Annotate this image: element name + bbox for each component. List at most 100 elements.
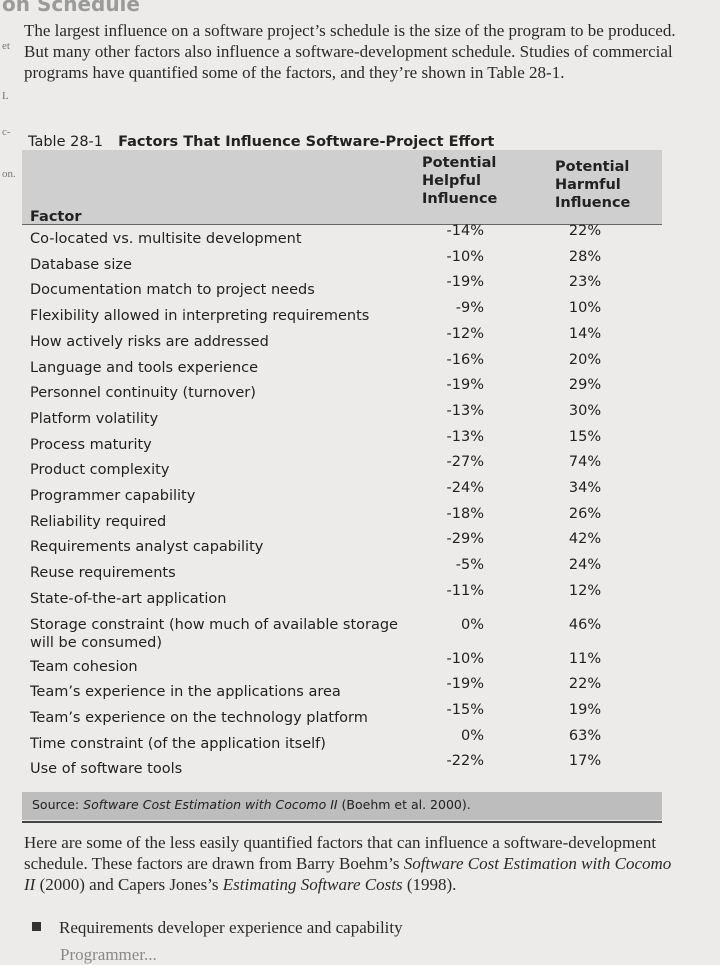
factor-cell: Personnel continuity (turnover)	[30, 385, 256, 402]
table-row: Flexibility allowed in interpreting requ…	[30, 300, 630, 329]
body-paragraph: Here are some of the less easily quantif…	[24, 832, 684, 895]
helpful-cell: -19%	[446, 377, 484, 394]
table-row: Personnel continuity (turnover) -19% 29%	[30, 377, 630, 406]
helpful-cell: -11%	[446, 582, 484, 599]
body-text-run: Here are some of the less easily quantif…	[24, 833, 657, 873]
harmful-cell: 15%	[568, 428, 602, 445]
helpful-cell: -22%	[446, 753, 484, 770]
bullet-item-partial: Programmer...	[60, 945, 157, 964]
table-row: Reuse requirements -5% 24%	[30, 557, 630, 586]
table-row: Reliability required -18% 26%	[30, 506, 630, 535]
helpful-cell: -18%	[446, 505, 484, 522]
source-title: Software Cost Estimation with Cocomo II	[83, 797, 338, 812]
body-text-run: (2000) and Capers Jones’s	[35, 875, 223, 894]
header-helpful: Potential Helpful Influence	[422, 154, 497, 208]
harmful-cell: 30%	[568, 402, 602, 419]
harmful-cell: 19%	[568, 701, 602, 718]
header-factor: Factor	[30, 209, 82, 225]
harmful-cell: 14%	[568, 325, 602, 342]
table-caption: Table 28-1 Factors That Influence Softwa…	[28, 134, 494, 150]
helpful-cell: -14%	[446, 223, 484, 239]
factor-cell: Product complexity	[30, 462, 170, 479]
margin-note: et	[2, 40, 10, 52]
factor-cell: Database size	[30, 256, 132, 273]
body-text-italic: Software Cost Estimation with Cocomo II	[24, 854, 672, 894]
helpful-cell: -27%	[446, 454, 484, 471]
helpful-cell: -9%	[455, 300, 484, 317]
table-row: Team’s experience on the technology plat…	[30, 702, 630, 731]
table-row: Team cohesion -10% 11%	[30, 651, 630, 680]
margin-note: c-	[2, 126, 11, 138]
helpful-cell: -19%	[446, 274, 484, 291]
helpful-cell: -10%	[446, 248, 484, 265]
helpful-cell: -10%	[446, 650, 484, 667]
table-row: Product complexity -27% 74%	[30, 454, 630, 483]
factor-cell: Reliability required	[30, 513, 167, 530]
harmful-cell: 34%	[568, 480, 602, 496]
helpful-cell: -15%	[446, 701, 484, 718]
harmful-cell: 74%	[568, 454, 602, 471]
helpful-cell: -19%	[446, 676, 484, 693]
table-row: Programmer capability -24% 34%	[30, 480, 630, 509]
factor-cell: State-of-the-art application	[30, 590, 227, 607]
factor-cell: Team’s experience in the applications ar…	[30, 684, 341, 701]
table-row: Team’s experience in the applications ar…	[30, 676, 630, 705]
table-row: Time constraint (of the application itse…	[30, 728, 630, 757]
source-rest: (Boehm et al. 2000).	[337, 797, 471, 812]
helpful-cell: -13%	[446, 402, 484, 419]
table-row: Process maturity -13% 15%	[30, 429, 630, 458]
header-helpful-line: Potential	[422, 155, 497, 171]
table-number: Table 28-1	[28, 134, 104, 150]
harmful-cell: 23%	[568, 274, 602, 291]
factor-cell: Requirements analyst capability	[30, 539, 264, 556]
factor-cell: Team cohesion	[30, 658, 138, 675]
helpful-cell: -5%	[455, 557, 484, 574]
factor-cell: Process maturity	[30, 436, 152, 453]
bullet-text: Requirements developer experience and ca…	[59, 918, 403, 937]
harmful-cell: 46%	[568, 616, 602, 633]
helpful-cell: -12%	[446, 325, 484, 342]
margin-note: L	[2, 90, 9, 102]
table-bottom-rule	[22, 821, 662, 823]
header-harmful-line: Potential	[555, 159, 630, 175]
harmful-cell: 28%	[568, 248, 602, 265]
table-row: Database size -10% 28%	[30, 249, 630, 278]
header-harmful: Potential Harmful Influence	[555, 158, 630, 212]
helpful-cell: -24%	[446, 480, 484, 496]
table-header	[22, 150, 662, 224]
table-title: Factors That Influence Software-Project …	[118, 134, 495, 150]
table-source: Source: Software Cost Estimation with Co…	[22, 792, 662, 820]
helpful-cell: 0%	[460, 616, 484, 633]
running-head: on Schedule	[2, 0, 140, 16]
factor-cell: Storage constraint (how much of availabl…	[30, 616, 398, 651]
harmful-cell: 22%	[568, 676, 602, 693]
harmful-cell: 29%	[568, 377, 602, 394]
table-row: Documentation match to project needs -19%…	[30, 274, 630, 303]
table-row: Co-located vs. multisite development -14%…	[30, 223, 630, 252]
bullet-square-icon	[32, 922, 41, 931]
factor-cell: Programmer capability	[30, 488, 196, 504]
body-text-italic: Estimating Software Costs	[222, 875, 403, 894]
table-row: Storage constraint (how much of availabl…	[30, 612, 630, 654]
harmful-cell: 20%	[568, 351, 602, 368]
factor-cell: Use of software tools	[30, 761, 183, 778]
harmful-cell: 17%	[568, 753, 602, 770]
table-row: Language and tools experience -16% 20%	[30, 352, 630, 381]
factor-cell: Team’s experience on the technology plat…	[30, 709, 368, 726]
factor-cell: Reuse requirements	[30, 565, 176, 582]
margin-note: on.	[2, 168, 16, 180]
helpful-cell: -29%	[446, 531, 484, 548]
harmful-cell: 63%	[568, 727, 602, 744]
harmful-cell: 26%	[568, 505, 602, 522]
header-helpful-line: Influence	[422, 191, 498, 207]
header-harmful-line: Influence	[555, 195, 631, 211]
factor-cell: Language and tools experience	[30, 359, 259, 376]
harmful-cell: 24%	[568, 557, 602, 574]
header-harmful-line: Harmful	[555, 177, 621, 193]
harmful-cell: 12%	[568, 582, 602, 599]
source-label: Source:	[32, 797, 80, 812]
helpful-cell: -13%	[446, 428, 484, 445]
table-row: State-of-the-art application -11% 12%	[30, 583, 630, 612]
body-text-run: (1998).	[402, 875, 457, 894]
